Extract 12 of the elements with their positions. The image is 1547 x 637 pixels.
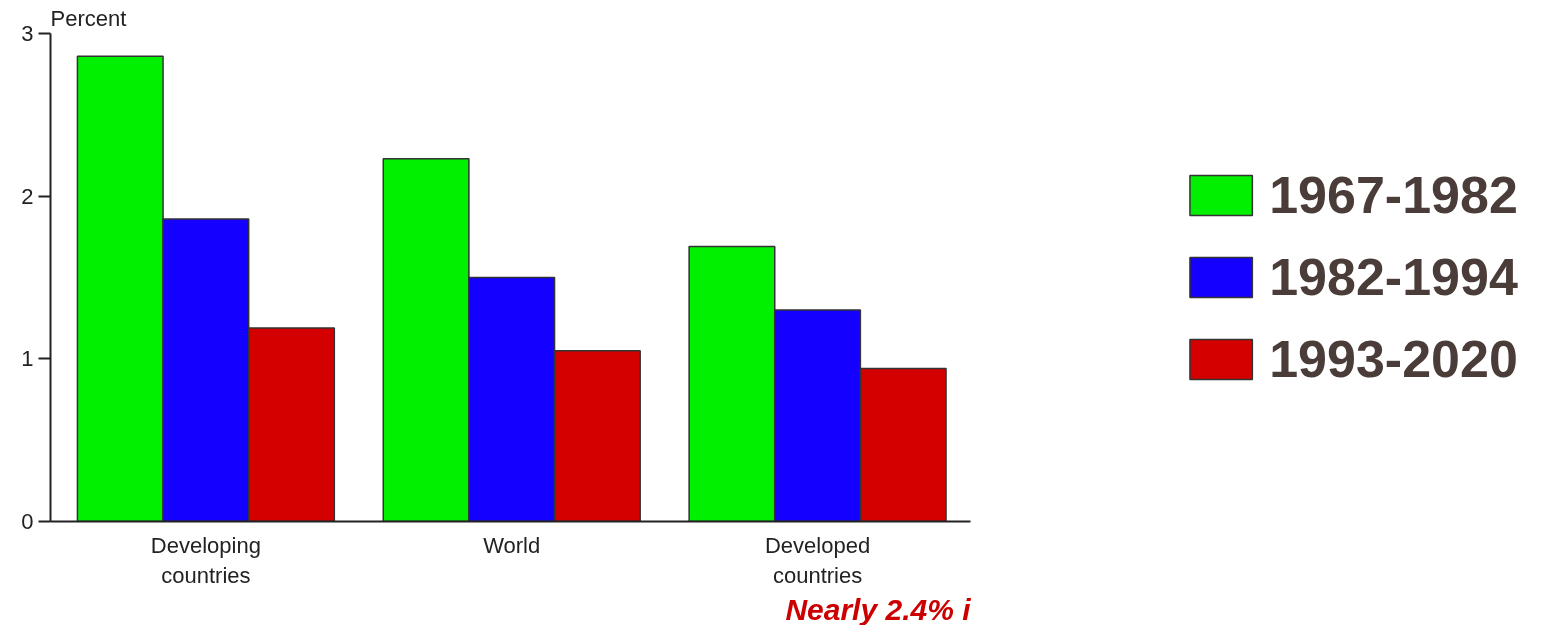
legend-label: 1993-2020: [1269, 329, 1518, 389]
x-tick-label: Developing countries: [150, 532, 261, 588]
y-tick-label: 1: [21, 346, 34, 372]
text: Nearly 2.4% i: [785, 592, 972, 626]
y-tick-label: 2: [21, 183, 34, 209]
y-axis-title: Percent: [50, 5, 127, 31]
y-tick-label: 0: [21, 509, 34, 534]
x-tick-label: World: [483, 532, 541, 558]
x-tick-label: Developed countries: [764, 532, 871, 588]
legend-label: 1967-1982: [1269, 165, 1518, 225]
y-tick-label: 3: [21, 21, 34, 46]
legend-label: 1982-1994: [1269, 247, 1518, 307]
